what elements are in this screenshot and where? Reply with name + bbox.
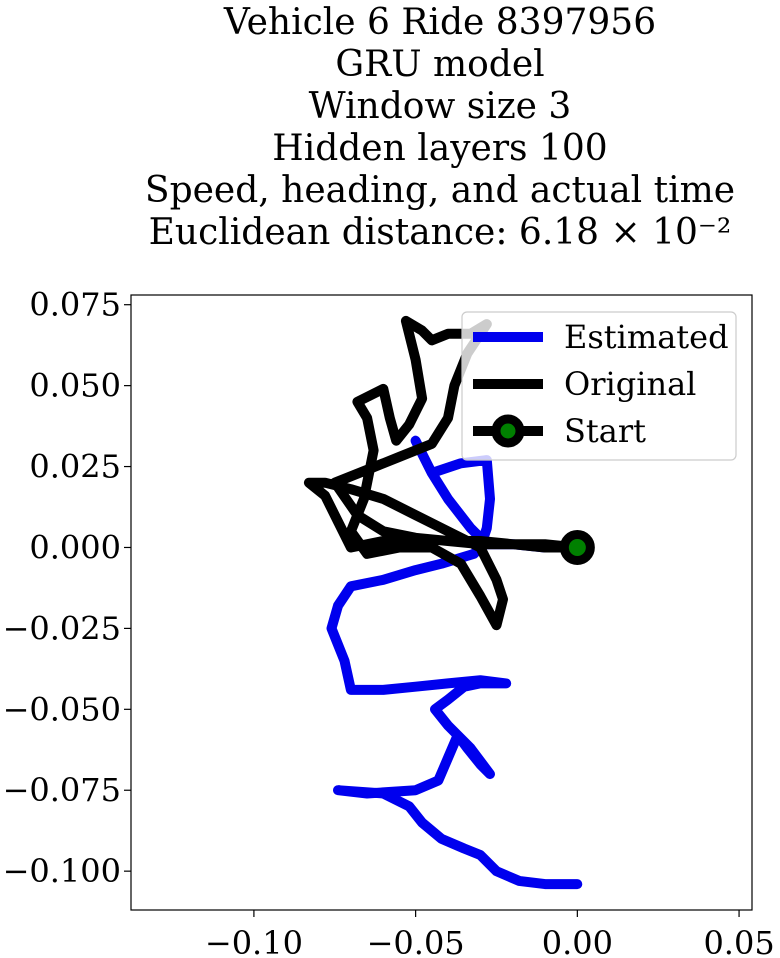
ticks-layer: −0.10 −0.05 0.00 0.05 0.075 0.050 0.025 0.000 −0… [3,286,775,958]
y-tick-label: 0.075 [29,286,121,324]
series-line-original [303,315,583,631]
start-marker [559,529,595,565]
title-line-4: Hidden layers 100 [272,128,608,169]
legend-label-start: Start [564,412,646,450]
legend-marker-start [491,414,525,448]
title-line-1: Vehicle 6 Ride 8397956 [223,2,657,43]
x-tick-label: 0.00 [542,924,613,958]
legend-label-estimated: Estimated [564,318,729,356]
legend: Estimated Original Start [461,311,737,461]
y-tick-label: −0.075 [3,771,121,809]
y-tick-label: −0.100 [3,852,121,890]
chart-title: Vehicle 6 Ride 8397956 GRU model Window … [100,2,780,254]
title-line-6: Euclidean distance: 6.18 × 10⁻² [148,212,732,253]
x-tick-label: −0.05 [367,924,465,958]
title-line-5: Speed, heading, and actual time [144,170,736,211]
legend-box [461,311,737,461]
legend-label-original: Original [564,365,696,403]
y-tick-label: 0.050 [29,367,121,405]
series-line-estimated [326,435,583,890]
y-tick-label: 0.000 [29,528,121,566]
x-tick-label: −0.10 [205,924,303,958]
title-line-2: GRU model [335,44,545,85]
y-tick-label: −0.025 [3,609,121,647]
series-layer [303,315,595,890]
x-tick-label: 0.05 [703,924,774,958]
axes-frame [130,294,753,911]
y-tick-label: 0.025 [29,448,121,486]
y-tick-label: −0.050 [3,690,121,728]
title-line-3: Window size 3 [308,86,572,127]
